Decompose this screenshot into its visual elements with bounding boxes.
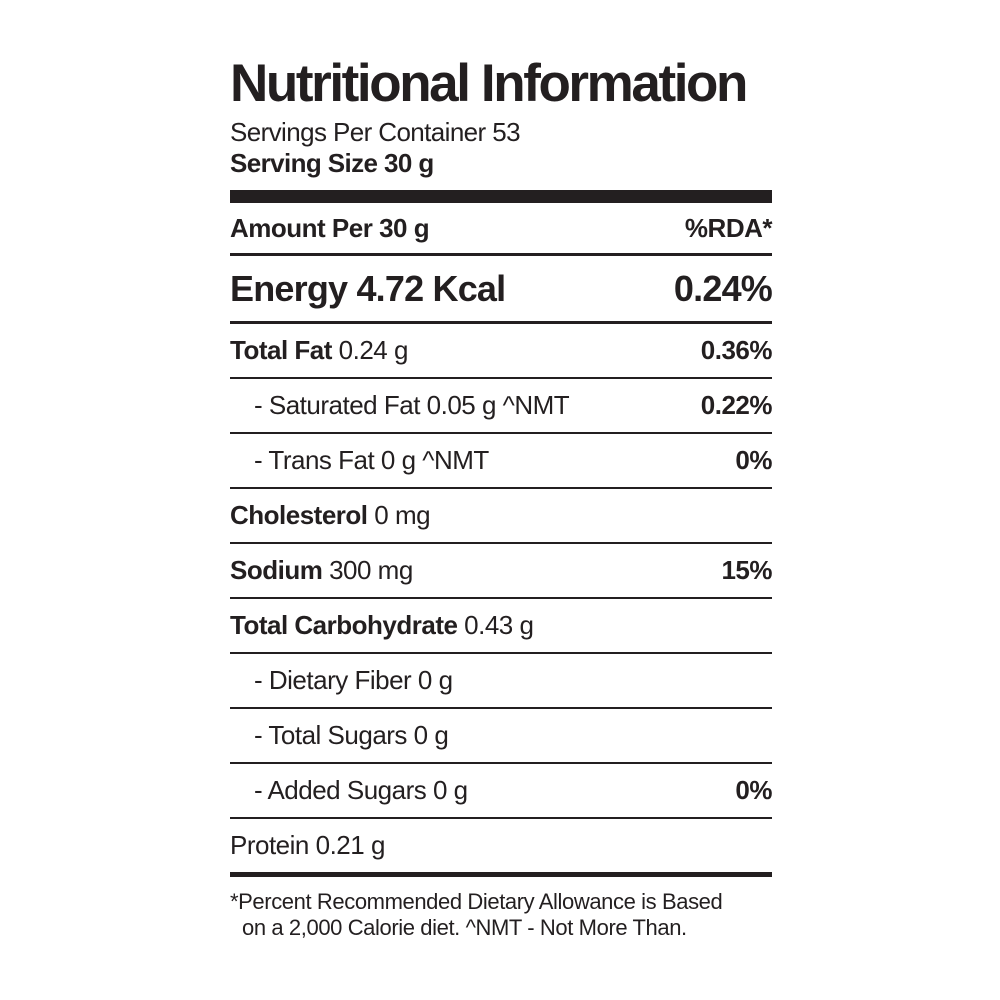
rda-header: %RDA*: [684, 212, 773, 243]
energy-rda: 0.24%: [673, 267, 773, 309]
energy-label: Energy 4.72 Kcal: [230, 267, 506, 309]
nutrient-rda: 0.36%: [700, 335, 773, 365]
nutrient-name: - Trans Fat: [254, 445, 375, 475]
nutrient-amount: 0 g: [406, 720, 449, 750]
nutrient-row-total-sugars: - Total Sugars 0 g: [230, 709, 772, 764]
nutrient-label: - Added Sugars 0 g: [230, 775, 468, 806]
nutrient-name: Total Carbohydrate: [230, 610, 458, 640]
nutrient-row-total-fat: Total Fat 0.24 g 0.36%: [230, 324, 773, 379]
amount-header-row: Amount Per 30 g %RDA*: [230, 203, 773, 256]
nutrient-row-added-sugars: - Added Sugars 0 g 0%: [230, 764, 772, 819]
nutrient-row-trans-fat: - Trans Fat 0 g ^NMT 0%: [230, 434, 772, 489]
nutrient-rda: 0%: [735, 445, 772, 475]
nutrient-amount: 0.43 g: [457, 610, 534, 640]
nutrient-label: Protein 0.21 g: [230, 830, 385, 861]
energy-row: Energy 4.72 Kcal 0.24%: [230, 256, 773, 324]
nutrient-name: - Total Sugars: [254, 720, 407, 750]
nutrient-amount: 0.05 g ^NMT: [419, 390, 570, 420]
nutrient-row-cholesterol: Cholesterol 0 mg: [230, 489, 772, 544]
label-title: Nutritional Information: [230, 54, 748, 113]
nutrient-name: Cholesterol: [230, 500, 368, 530]
thick-divider: [230, 190, 772, 203]
serving-size: Serving Size 30 g: [230, 148, 434, 178]
nutrient-amount: 0.21 g: [308, 830, 386, 860]
footnote-line-1: *Percent Recommended Dietary Allowance i…: [230, 889, 723, 914]
nutrient-name: Total Fat: [230, 335, 332, 365]
nutrient-row-dietary-fiber: - Dietary Fiber 0 g: [230, 654, 772, 709]
nutrient-amount: 0.24 g: [331, 335, 409, 365]
nutrient-label: Sodium 300 mg: [230, 555, 413, 586]
nutrient-label: Cholesterol 0 mg: [230, 500, 431, 531]
nutrient-name: Sodium: [230, 555, 323, 585]
nutrient-row-sodium: Sodium 300 mg 15%: [230, 544, 772, 599]
nutrient-row-saturated-fat: - Saturated Fat 0.05 g ^NMT 0.22%: [230, 379, 773, 434]
nutrient-row-total-carbohydrate: Total Carbohydrate 0.43 g: [230, 599, 772, 654]
nutrient-name: - Added Sugars: [254, 775, 427, 805]
servings-per-container: Servings Per Container 53: [230, 117, 521, 147]
nutrient-name: - Dietary Fiber: [254, 665, 412, 695]
nutrition-label: Nutritional Information Servings Per Con…: [230, 52, 773, 941]
nutrient-label: - Total Sugars 0 g: [230, 720, 449, 751]
footnote: *Percent Recommended Dietary Allowance i…: [230, 889, 772, 941]
nutrient-amount: 0 g: [426, 775, 468, 805]
nutrient-label: - Saturated Fat 0.05 g ^NMT: [230, 390, 570, 421]
footnote-line-2: on a 2,000 Calorie diet. ^NMT - Not More…: [242, 915, 687, 940]
nutrient-amount: 300 mg: [322, 555, 413, 585]
nutrient-amount: 0 g ^NMT: [374, 445, 489, 475]
amount-per-label: Amount Per 30 g: [230, 212, 430, 243]
nutrient-rda: 0.22%: [700, 390, 773, 420]
nutrient-amount: 0 g: [411, 665, 453, 695]
nutrient-label: Total Carbohydrate 0.43 g: [230, 610, 534, 641]
nutrient-name: Protein: [230, 830, 309, 860]
nutrient-label: Total Fat 0.24 g: [230, 335, 408, 366]
nutrient-amount: 0 mg: [367, 500, 431, 530]
nutrient-label: - Dietary Fiber 0 g: [230, 665, 453, 696]
nutrient-name: - Saturated Fat: [254, 390, 420, 420]
nutrient-row-protein: Protein 0.21 g: [230, 819, 772, 877]
nutrient-label: - Trans Fat 0 g ^NMT: [230, 445, 489, 476]
nutrient-rda: 15%: [721, 555, 772, 585]
nutrient-rda: 0%: [735, 775, 772, 805]
